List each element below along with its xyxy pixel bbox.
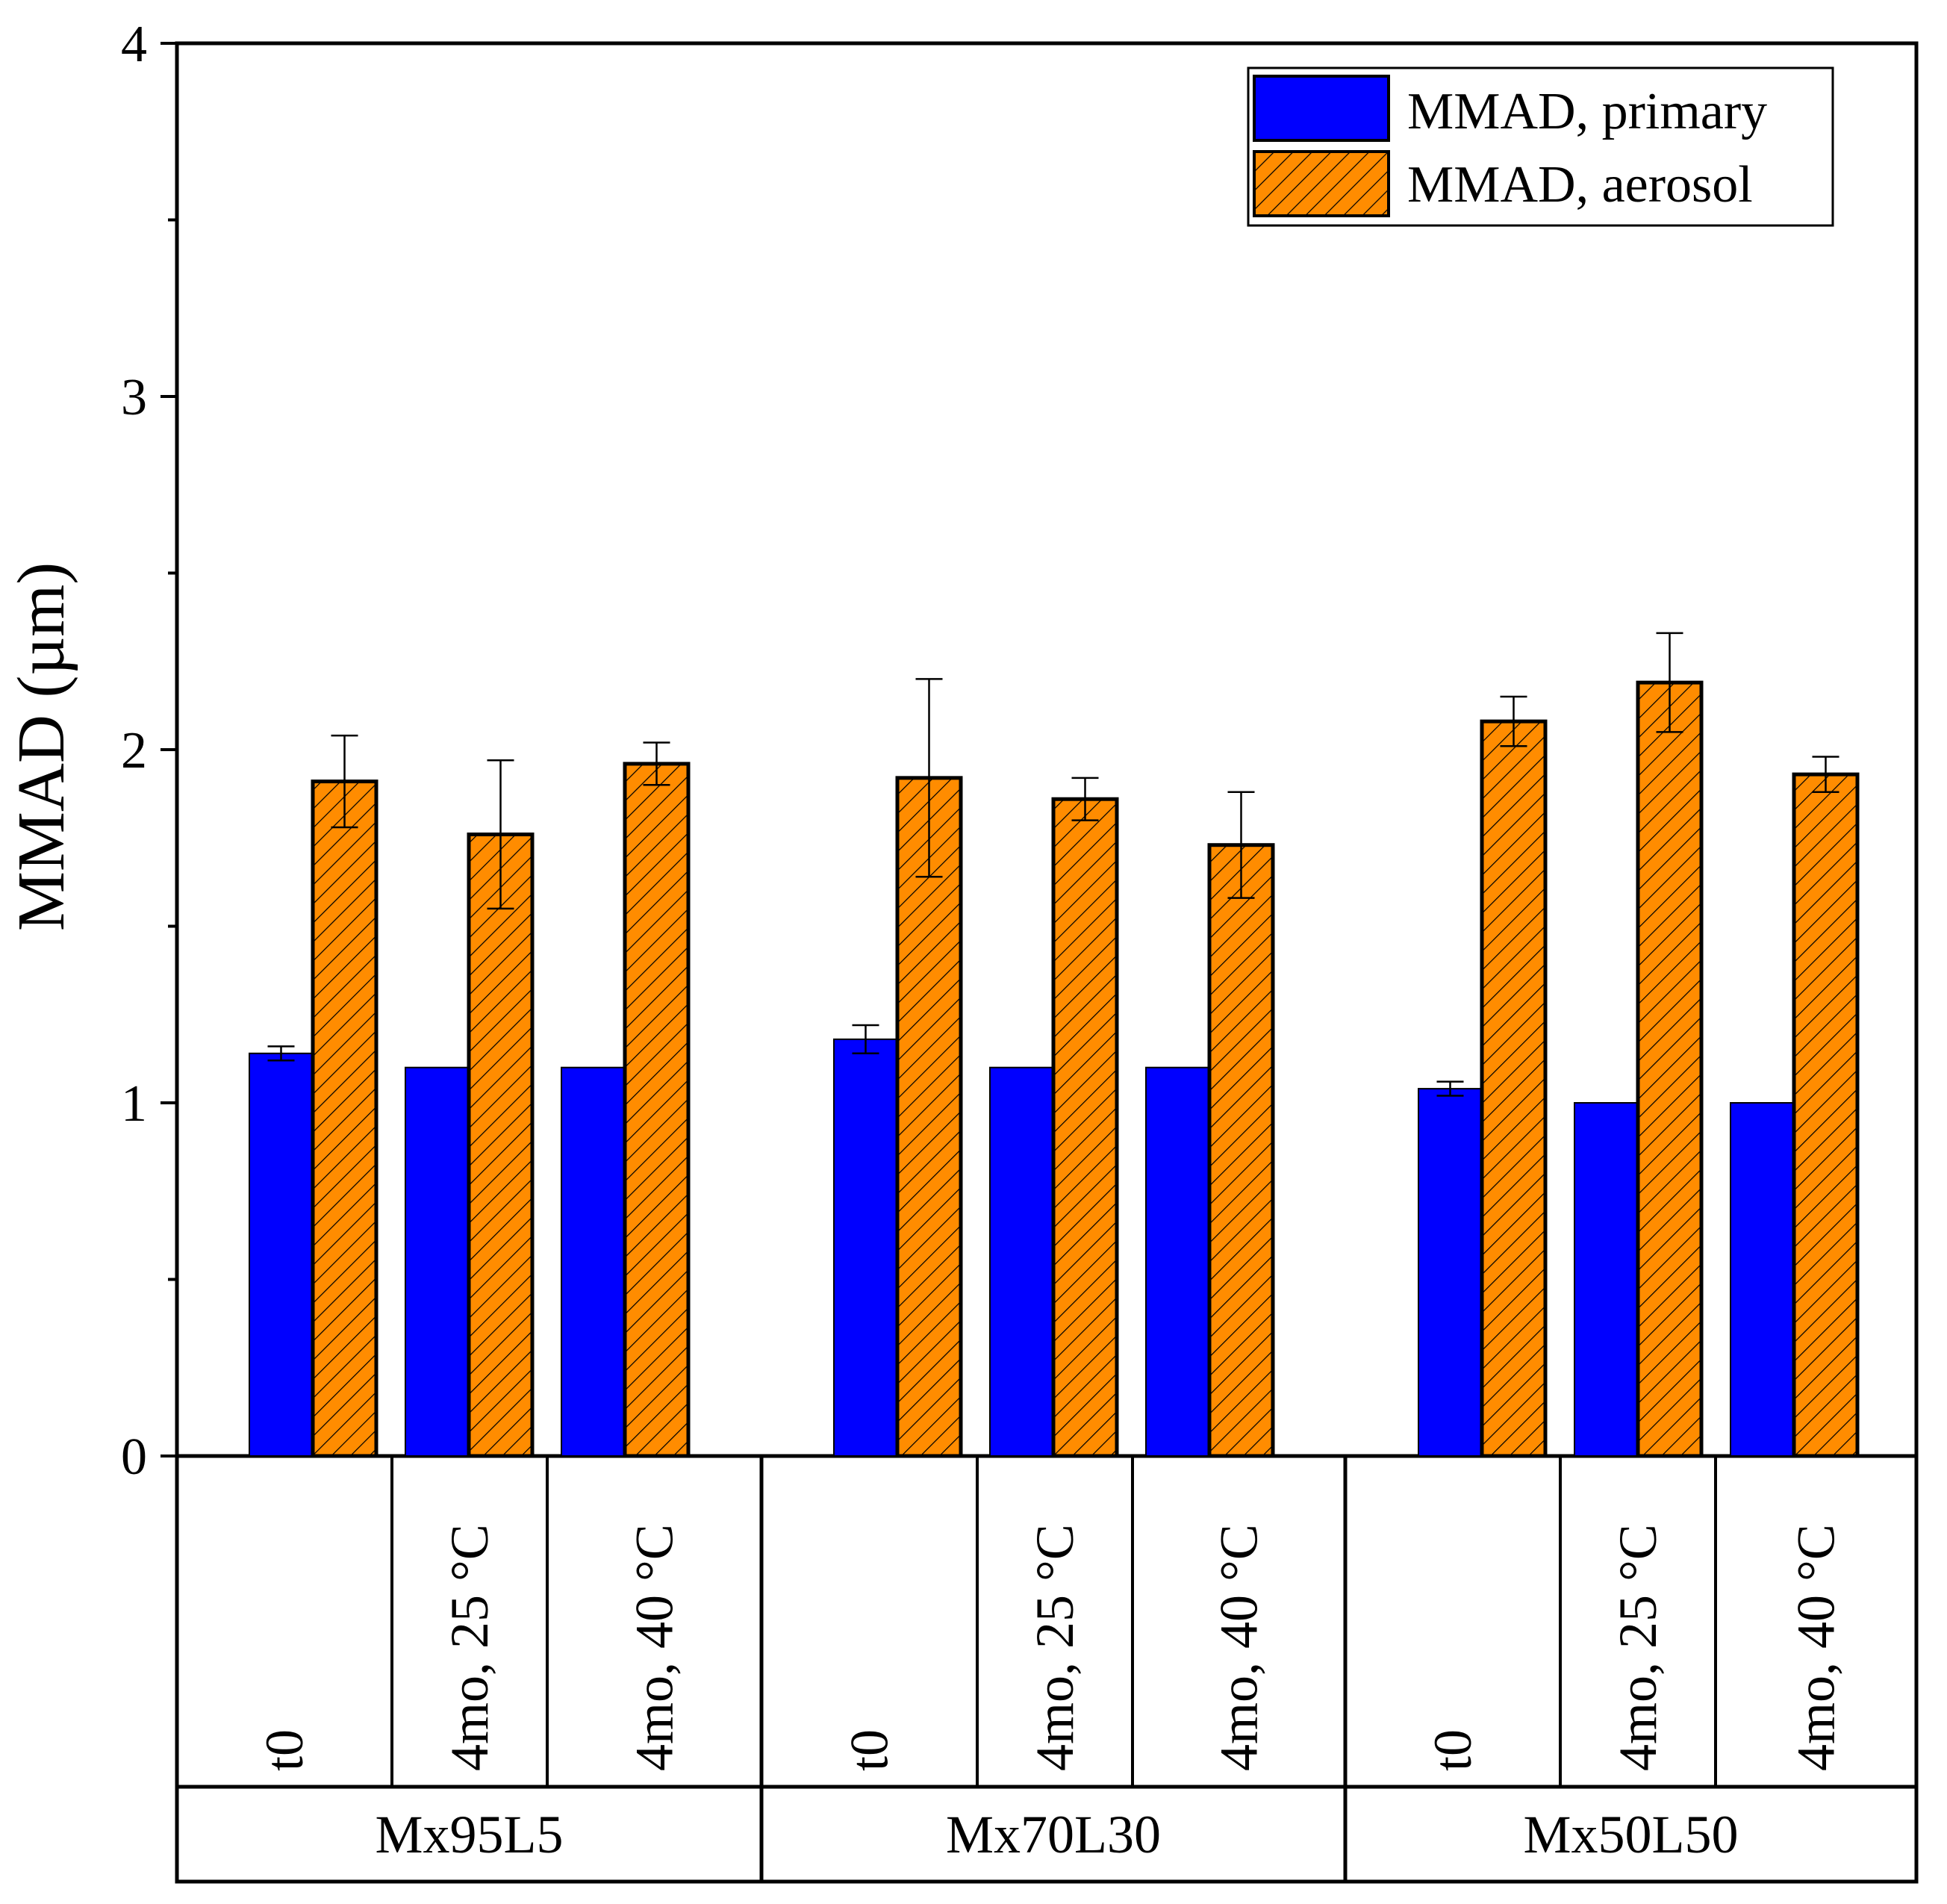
group-label: Mx95L5 — [376, 1805, 564, 1864]
y-tick-label: 2 — [121, 722, 147, 780]
category-label: 4mo, 25 °C — [440, 1524, 499, 1771]
legend: MMAD, primary MMAD, aerosol — [1247, 66, 1834, 227]
bar-primary — [405, 1066, 470, 1457]
plot-frame — [175, 41, 1919, 1884]
legend-label-aerosol: MMAD, aerosol — [1407, 156, 1753, 214]
bar-aerosol — [467, 833, 535, 1458]
category-label: t0 — [840, 1729, 900, 1771]
bars-layer — [249, 680, 1860, 1458]
bar-aerosol — [1207, 843, 1275, 1458]
y-tick-label: 4 — [121, 16, 147, 73]
category-label: t0 — [255, 1729, 314, 1771]
bar-primary — [1418, 1088, 1483, 1457]
bar-aerosol — [623, 762, 691, 1458]
bar-aerosol — [311, 780, 379, 1458]
category-label: t0 — [1423, 1729, 1483, 1771]
bar-primary — [1730, 1102, 1795, 1457]
category-label: 4mo, 25 °C — [1025, 1524, 1085, 1771]
bar-aerosol — [1051, 797, 1119, 1458]
bar-primary — [989, 1066, 1054, 1457]
bar-aerosol — [1636, 680, 1704, 1458]
category-label: 4mo, 40 °C — [1786, 1524, 1846, 1771]
x-axis-category-table: t0 4mo, 25 °C 4mo, 40 °C Mx95L5 t0 4mo, 25 °C… — [177, 1456, 1916, 1882]
group-label: Mx70L30 — [946, 1805, 1161, 1864]
y-tick-label: 0 — [121, 1428, 147, 1486]
legend-label-primary: MMAD, primary — [1407, 83, 1767, 140]
bar-aerosol — [1792, 772, 1860, 1458]
bar-primary — [561, 1066, 626, 1457]
bar-primary — [249, 1052, 314, 1457]
y-tick-label: 3 — [121, 369, 147, 426]
bar-aerosol — [1480, 719, 1548, 1458]
bar-primary — [1574, 1102, 1639, 1457]
category-label: 4mo, 40 °C — [1209, 1524, 1269, 1771]
legend-swatch-primary — [1253, 75, 1390, 142]
y-tick-label: 1 — [121, 1075, 147, 1133]
legend-swatch-aerosol — [1253, 150, 1390, 217]
category-label: 4mo, 25 °C — [1608, 1524, 1668, 1771]
group-label: Mx50L50 — [1524, 1805, 1739, 1864]
bar-primary — [1145, 1066, 1210, 1457]
bar-aerosol — [895, 776, 963, 1458]
category-label: 4mo, 40 °C — [625, 1524, 685, 1771]
y-axis-label: MMAD (µm) — [4, 562, 78, 931]
bar-primary — [833, 1038, 898, 1457]
error-bars-layer — [267, 632, 1839, 1097]
